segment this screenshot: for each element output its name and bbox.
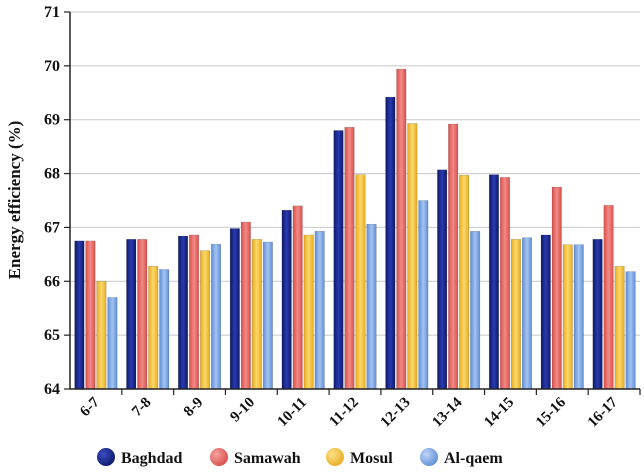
legend-marker-samawah (210, 448, 228, 466)
bar-al-qaem-7-8 (159, 269, 170, 390)
legend-marker-baghdad (97, 448, 115, 466)
bar-al-qaem-11-12 (366, 223, 377, 390)
bar-baghdad-13-14 (437, 169, 448, 390)
y-tick-label: 70 (44, 58, 60, 75)
bar-mosul-7-8 (148, 265, 159, 390)
bar-baghdad-6-7 (74, 240, 85, 390)
legend-marker-mosul (326, 448, 344, 466)
bar-al-qaem-15-16 (573, 244, 584, 390)
bar-baghdad-11-12 (333, 130, 344, 390)
x-tick-label: 15-16 (533, 394, 569, 430)
bar-baghdad-12-13 (385, 96, 396, 390)
bar-mosul-10-11 (303, 234, 314, 390)
bar-mosul-6-7 (96, 281, 107, 390)
x-axis-ticks: 6-7 7-8 8-9 9-10 10-11 11-12 12-13 13-14 14-15 15… (77, 389, 641, 431)
bar-samawah-10-11 (292, 205, 303, 390)
y-tick-label: 65 (44, 327, 60, 344)
x-tick-label: 16-17 (585, 394, 621, 430)
bar-al-qaem-14-15 (521, 237, 532, 390)
bar-al-qaem-6-7 (107, 297, 118, 390)
legend-label-al-qaem: Al-qaem (444, 450, 503, 467)
bar-baghdad-16-17 (592, 239, 603, 390)
bar-samawah-14-15 (499, 177, 510, 390)
bar-al-qaem-13-14 (470, 230, 481, 390)
x-tick-label: 10-11 (275, 395, 310, 430)
bar-al-qaem-12-13 (418, 200, 429, 390)
legend-label-baghdad: Baghdad (121, 450, 182, 467)
x-tick-label: 9-10 (227, 395, 258, 426)
legend-label-mosul: Mosul (350, 450, 393, 467)
bar-al-qaem-8-9 (211, 243, 222, 390)
bar-mosul-15-16 (562, 244, 573, 390)
bar-mosul-11-12 (355, 174, 366, 390)
bar-baghdad-14-15 (488, 174, 499, 390)
bar-samawah-12-13 (396, 68, 407, 390)
axes (69, 12, 640, 390)
bar-samawah-8-9 (189, 234, 200, 390)
bar-mosul-13-14 (459, 174, 470, 390)
y-tick-label: 69 (44, 112, 60, 129)
bar-mosul-9-10 (251, 239, 262, 390)
x-tick-label: 14-15 (481, 395, 517, 431)
legend-label-samawah: Samawah (234, 450, 301, 467)
legend: Baghdad Samawah Mosul Al-qaem (97, 448, 503, 467)
y-tick-label: 64 (44, 381, 60, 398)
bar-baghdad-7-8 (126, 239, 137, 390)
bar-samawah-16-17 (603, 205, 614, 390)
bar-baghdad-10-11 (281, 209, 292, 390)
bar-samawah-6-7 (85, 240, 96, 390)
y-tick-label: 71 (44, 4, 60, 21)
bar-al-qaem-16-17 (625, 271, 636, 390)
bar-mosul-12-13 (407, 123, 418, 390)
y-axis-label: Energy efficiency (%) (5, 121, 24, 280)
bar-samawah-13-14 (448, 123, 459, 390)
bar-mosul-16-17 (614, 265, 625, 390)
bar-samawah-7-8 (137, 239, 148, 390)
bars (74, 68, 636, 390)
legend-marker-al-qaem (420, 448, 438, 466)
y-tick-label: 68 (44, 166, 60, 183)
bar-mosul-8-9 (200, 250, 211, 390)
bar-samawah-11-12 (344, 127, 355, 390)
bar-baghdad-9-10 (229, 228, 240, 390)
bar-baghdad-8-9 (178, 235, 189, 390)
x-tick-label: 6-7 (77, 394, 103, 420)
x-tick-label: 8-9 (181, 395, 206, 420)
bar-mosul-14-15 (510, 239, 521, 390)
bar-samawah-15-16 (551, 186, 562, 390)
y-tick-label: 66 (44, 273, 60, 290)
bar-al-qaem-9-10 (262, 241, 273, 390)
x-tick-label: 7-8 (129, 395, 154, 420)
bar-samawah-9-10 (240, 221, 251, 390)
x-tick-label: 11-12 (326, 395, 361, 430)
y-tick-label: 67 (44, 219, 60, 236)
y-axis-ticks: 64 65 66 67 68 69 70 71 (44, 4, 70, 398)
x-tick-label: 12-13 (378, 395, 414, 431)
x-tick-label: 13-14 (429, 394, 465, 430)
bar-baghdad-15-16 (540, 234, 551, 390)
bar-al-qaem-10-11 (314, 230, 325, 390)
